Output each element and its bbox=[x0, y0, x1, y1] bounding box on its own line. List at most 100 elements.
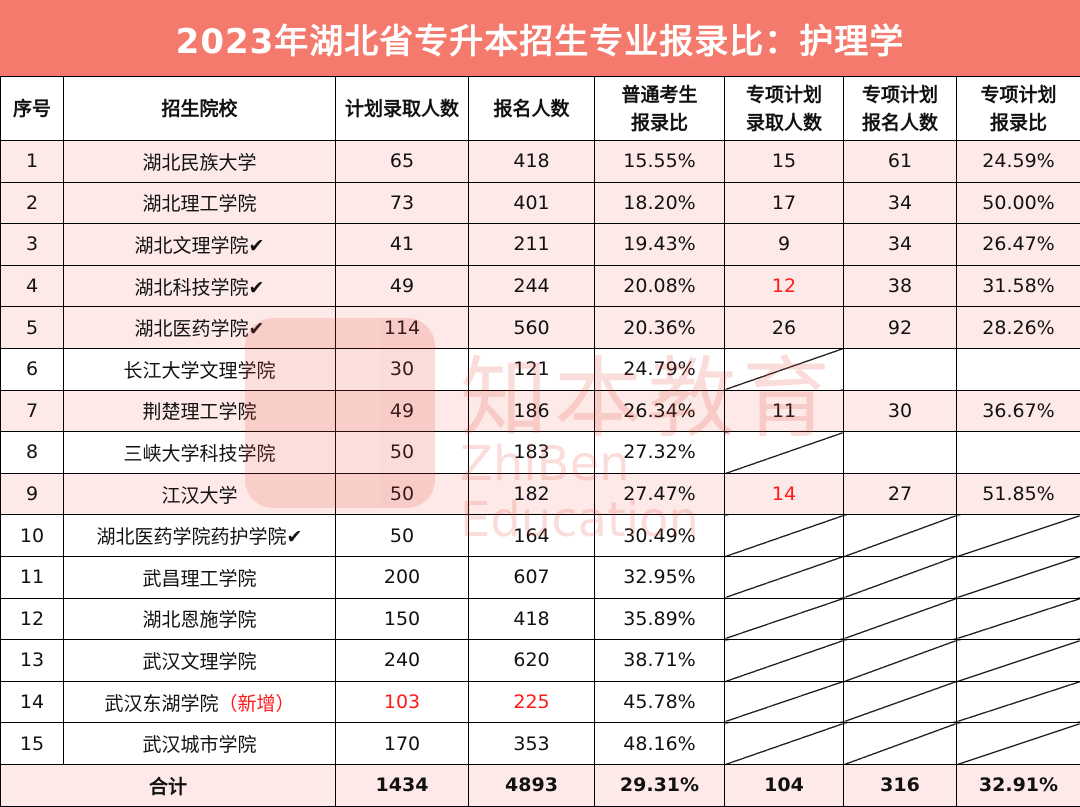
cell-no: 15 bbox=[1, 723, 64, 765]
cell-applicants: 225 bbox=[469, 681, 595, 723]
total-special-apply: 316 bbox=[844, 764, 957, 806]
table-row: 4 湖北科技学院✔ 49 244 20.08% 12 38 31.58% bbox=[1, 265, 1080, 307]
cell-ratio: 24.79% bbox=[595, 348, 725, 390]
cell-ratio: 30.49% bbox=[595, 515, 725, 557]
cell-no: 8 bbox=[1, 432, 64, 474]
cell-special-ratio: 51.85% bbox=[957, 473, 1080, 515]
cell-special-apply-empty bbox=[844, 640, 957, 682]
cell-special-ratio-empty bbox=[957, 515, 1080, 557]
cell-special-admit: 15 bbox=[725, 141, 844, 183]
enrollment-ratio-table: 序号 招生院校 计划录取人数 报名人数 普通考生报录比 专项计划录取人数 专项计… bbox=[0, 76, 1080, 807]
cell-plan: 41 bbox=[336, 224, 469, 266]
cell-school: 湖北医药学院药护学院✔ bbox=[64, 515, 336, 557]
cell-no: 3 bbox=[1, 224, 64, 266]
header-applicants: 报名人数 bbox=[469, 77, 595, 141]
header-special-ratio: 专项计划报录比 bbox=[957, 77, 1080, 141]
cell-school: 湖北科技学院✔ bbox=[64, 265, 336, 307]
total-label: 合计 bbox=[1, 764, 336, 806]
cell-special-apply: 27 bbox=[844, 473, 957, 515]
header-special-apply: 专项计划报名人数 bbox=[844, 77, 957, 141]
cell-special-apply: 38 bbox=[844, 265, 957, 307]
cell-applicants: 418 bbox=[469, 141, 595, 183]
cell-special-admit: 14 bbox=[725, 473, 844, 515]
cell-applicants: 620 bbox=[469, 640, 595, 682]
cell-special-ratio-empty bbox=[957, 348, 1080, 390]
cell-special-admit: 9 bbox=[725, 224, 844, 266]
cell-school: 武汉东湖学院（新增） bbox=[64, 681, 336, 723]
total-applicants: 4893 bbox=[469, 764, 595, 806]
cell-special-admit-empty bbox=[725, 640, 844, 682]
cell-special-ratio-empty bbox=[957, 681, 1080, 723]
cell-ratio: 38.71% bbox=[595, 640, 725, 682]
cell-special-ratio: 50.00% bbox=[957, 182, 1080, 224]
cell-school: 武汉城市学院 bbox=[64, 723, 336, 765]
header-plan: 计划录取人数 bbox=[336, 77, 469, 141]
cell-ratio: 48.16% bbox=[595, 723, 725, 765]
cell-school: 武汉文理学院 bbox=[64, 640, 336, 682]
table-row: 13 武汉文理学院 240 620 38.71% bbox=[1, 640, 1080, 682]
cell-special-ratio: 26.47% bbox=[957, 224, 1080, 266]
table-row: 15 武汉城市学院 170 353 48.16% bbox=[1, 723, 1080, 765]
cell-school: 湖北恩施学院 bbox=[64, 598, 336, 640]
total-special-ratio: 32.91% bbox=[957, 764, 1080, 806]
cell-special-admit-empty bbox=[725, 348, 844, 390]
cell-plan: 65 bbox=[336, 141, 469, 183]
cell-special-apply-empty bbox=[844, 348, 957, 390]
cell-school: 湖北医药学院✔ bbox=[64, 307, 336, 349]
page-title: 2023年湖北省专升本招生专业报录比：护理学 bbox=[0, 0, 1080, 76]
cell-special-ratio-empty bbox=[957, 723, 1080, 765]
cell-ratio: 35.89% bbox=[595, 598, 725, 640]
cell-applicants: 401 bbox=[469, 182, 595, 224]
cell-plan: 170 bbox=[336, 723, 469, 765]
cell-special-admit-empty bbox=[725, 723, 844, 765]
cell-no: 4 bbox=[1, 265, 64, 307]
cell-no: 7 bbox=[1, 390, 64, 432]
cell-applicants: 418 bbox=[469, 598, 595, 640]
table-row: 7 荆楚理工学院 49 186 26.34% 11 30 36.67% bbox=[1, 390, 1080, 432]
cell-school: 江汉大学 bbox=[64, 473, 336, 515]
cell-ratio: 27.32% bbox=[595, 432, 725, 474]
table-header-row: 序号 招生院校 计划录取人数 报名人数 普通考生报录比 专项计划录取人数 专项计… bbox=[1, 77, 1080, 141]
cell-plan: 73 bbox=[336, 182, 469, 224]
header-special-admit: 专项计划录取人数 bbox=[725, 77, 844, 141]
table-row: 10 湖北医药学院药护学院✔ 50 164 30.49% bbox=[1, 515, 1080, 557]
cell-special-apply-empty bbox=[844, 515, 957, 557]
cell-special-admit-empty bbox=[725, 598, 844, 640]
cell-special-admit-empty bbox=[725, 432, 844, 474]
cell-special-apply: 92 bbox=[844, 307, 957, 349]
table-row: 2 湖北理工学院 73 401 18.20% 17 34 50.00% bbox=[1, 182, 1080, 224]
cell-special-apply: 34 bbox=[844, 224, 957, 266]
cell-special-apply-empty bbox=[844, 723, 957, 765]
cell-no: 13 bbox=[1, 640, 64, 682]
cell-special-ratio-empty bbox=[957, 640, 1080, 682]
cell-plan: 240 bbox=[336, 640, 469, 682]
cell-plan: 49 bbox=[336, 265, 469, 307]
cell-applicants: 560 bbox=[469, 307, 595, 349]
cell-special-admit: 26 bbox=[725, 307, 844, 349]
cell-school: 湖北民族大学 bbox=[64, 141, 336, 183]
cell-plan: 50 bbox=[336, 432, 469, 474]
table-row: 6 长江大学文理学院 30 121 24.79% bbox=[1, 348, 1080, 390]
table-row: 9 江汉大学 50 182 27.47% 14 27 51.85% bbox=[1, 473, 1080, 515]
cell-ratio: 18.20% bbox=[595, 182, 725, 224]
cell-school: 长江大学文理学院 bbox=[64, 348, 336, 390]
cell-no: 14 bbox=[1, 681, 64, 723]
cell-special-ratio-empty bbox=[957, 432, 1080, 474]
cell-special-ratio: 36.67% bbox=[957, 390, 1080, 432]
cell-special-apply-empty bbox=[844, 556, 957, 598]
total-special-admit: 104 bbox=[725, 764, 844, 806]
cell-ratio: 26.34% bbox=[595, 390, 725, 432]
cell-ratio: 15.55% bbox=[595, 141, 725, 183]
cell-applicants: 186 bbox=[469, 390, 595, 432]
cell-applicants: 183 bbox=[469, 432, 595, 474]
table-row: 14 武汉东湖学院（新增） 103 225 45.78% bbox=[1, 681, 1080, 723]
table-row: 3 湖北文理学院✔ 41 211 19.43% 9 34 26.47% bbox=[1, 224, 1080, 266]
table-row: 11 武昌理工学院 200 607 32.95% bbox=[1, 556, 1080, 598]
cell-no: 1 bbox=[1, 141, 64, 183]
cell-no: 10 bbox=[1, 515, 64, 557]
cell-applicants: 121 bbox=[469, 348, 595, 390]
cell-ratio: 19.43% bbox=[595, 224, 725, 266]
new-note: （新增） bbox=[219, 693, 295, 715]
header-ratio: 普通考生报录比 bbox=[595, 77, 725, 141]
cell-special-admit-empty bbox=[725, 515, 844, 557]
